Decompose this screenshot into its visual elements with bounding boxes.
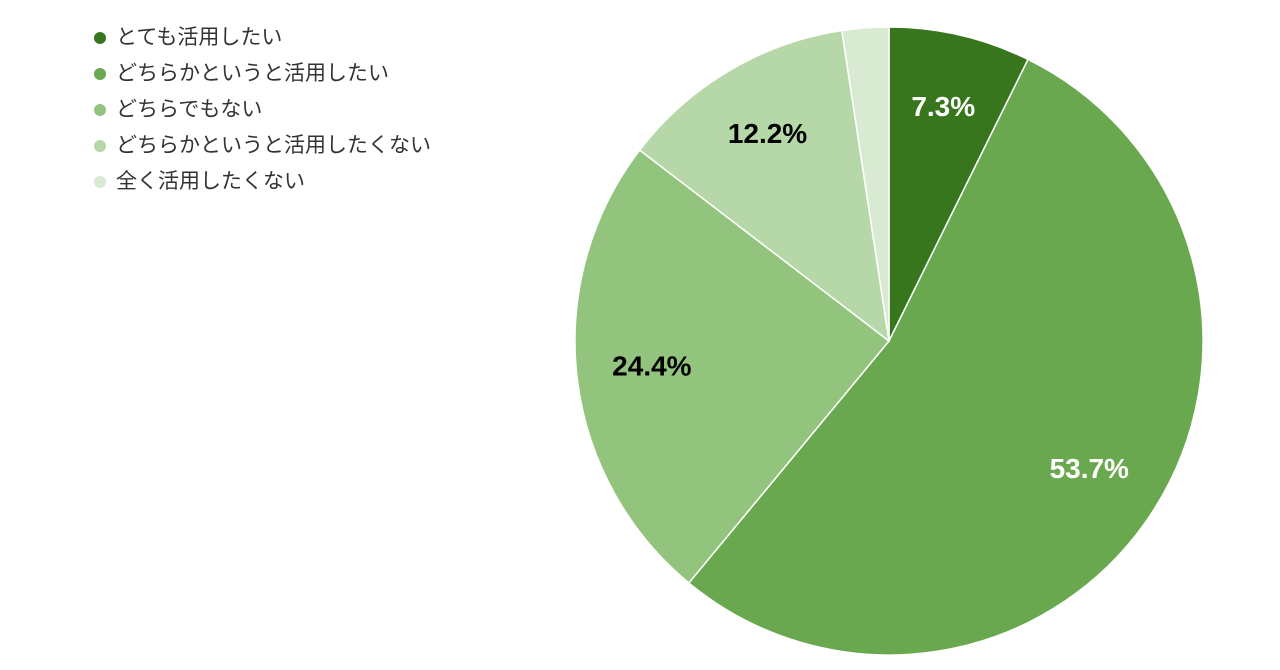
legend-marker: [94, 68, 106, 80]
pie-slice: [574, 149, 891, 584]
slice-label: 24.4%: [612, 350, 691, 381]
legend-marker: [94, 32, 106, 44]
legend-marker: [94, 140, 106, 152]
legend-label: どちらかというと活用したい: [116, 61, 389, 85]
slice-label: 7.3%: [911, 91, 975, 122]
pie-slice: [840, 26, 890, 342]
slice-label: 53.7%: [1050, 453, 1129, 484]
legend-label: 全く活用したくない: [116, 169, 305, 193]
legend-label: どちらでもない: [116, 97, 262, 121]
legend-label: どちらかというと活用したくない: [116, 133, 431, 157]
slice-label: 12.2%: [728, 118, 807, 149]
pie-slice: [687, 58, 1204, 656]
legend-marker: [94, 176, 106, 188]
legend-label: とても活用したい: [116, 25, 282, 49]
pie-slice: [638, 29, 891, 343]
pie-slice: [888, 26, 1030, 342]
legend-marker: [94, 104, 106, 116]
